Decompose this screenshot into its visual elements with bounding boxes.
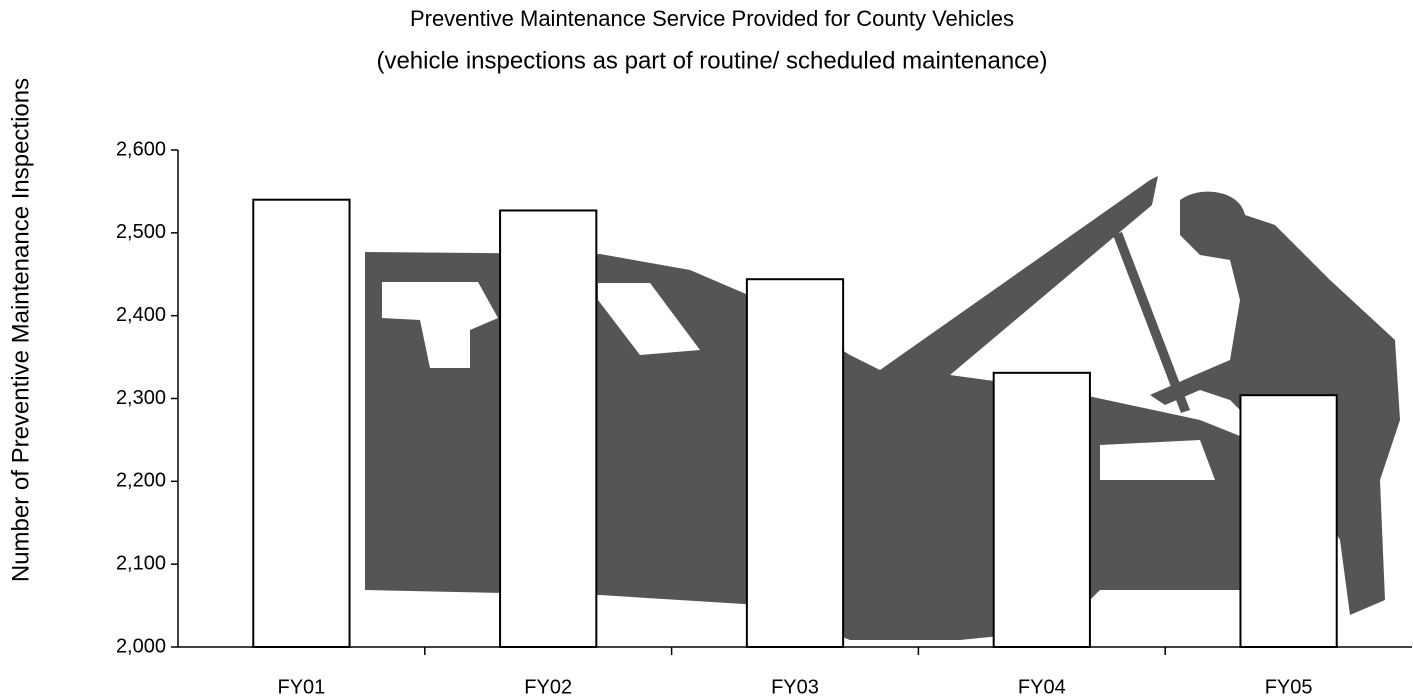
front-window xyxy=(598,283,700,355)
x-tick-label: FY03 xyxy=(771,676,819,698)
bar xyxy=(745,278,845,648)
y-tick-label: 2,300 xyxy=(116,387,166,409)
y-tick-label: 2,200 xyxy=(116,470,166,492)
bar xyxy=(499,209,598,649)
y-tick-label: 2,500 xyxy=(116,221,166,243)
y-tick-label: 2,400 xyxy=(116,304,166,326)
x-tick-label: FY02 xyxy=(524,676,572,698)
rear-window xyxy=(382,282,498,368)
y-tick-label: 2,600 xyxy=(116,138,166,160)
y-axis-label: Number of Preventive Maintenance Inspect… xyxy=(7,78,34,582)
x-tick-label: FY04 xyxy=(1018,676,1066,698)
chart-subtitle: (vehicle inspections as part of routine/… xyxy=(376,47,1047,74)
bar xyxy=(992,371,1091,648)
hood-prop xyxy=(1113,232,1190,413)
window-cutouts xyxy=(382,282,1215,480)
y-tick-label: 2,100 xyxy=(116,552,166,574)
y-tick-label: 2,000 xyxy=(116,635,166,657)
x-tick-label: FY05 xyxy=(1265,676,1313,698)
chart-title: Preventive Maintenance Service Provided … xyxy=(410,6,1014,31)
engine-bay xyxy=(1100,440,1215,480)
bar xyxy=(1239,394,1338,649)
x-tick-label: FY01 xyxy=(277,676,325,698)
bar xyxy=(252,198,351,648)
